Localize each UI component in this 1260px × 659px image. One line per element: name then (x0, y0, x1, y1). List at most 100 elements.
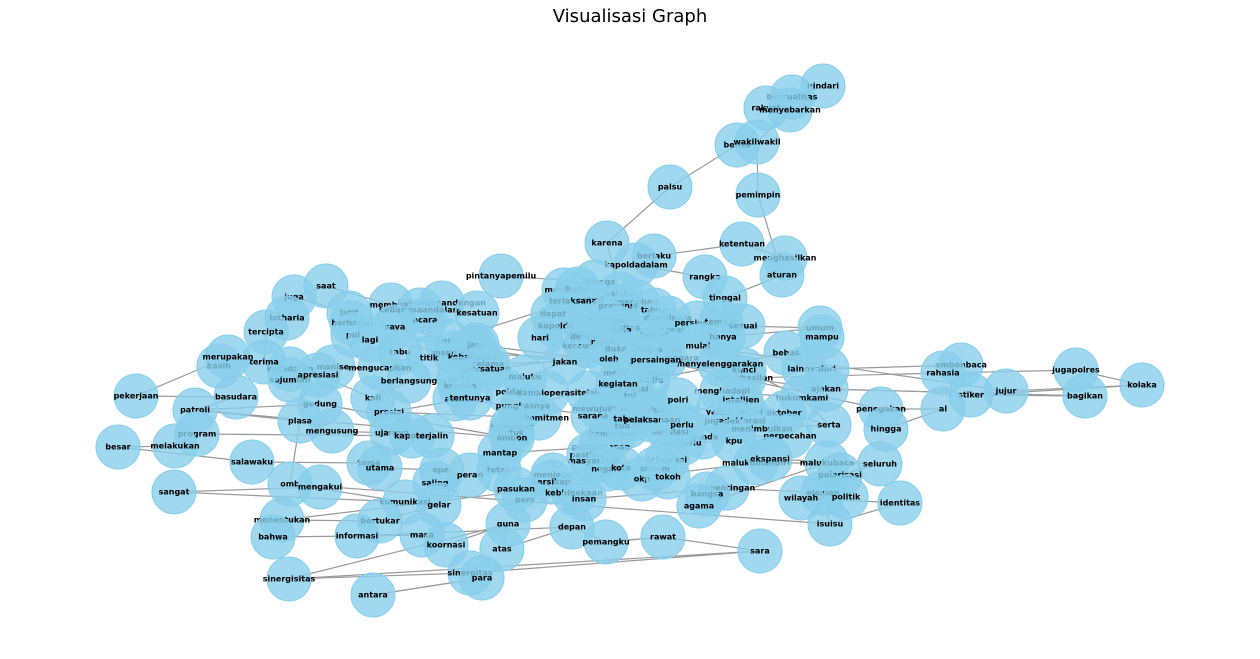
node-circle (334, 513, 380, 559)
node-label: omb (280, 480, 300, 489)
node-label: ketentuan (719, 240, 765, 249)
graph-node: salawaku (229, 439, 275, 485)
node-circle (767, 87, 813, 133)
node-label: al (939, 405, 947, 414)
node-label: okp (634, 475, 651, 484)
node-circle (309, 408, 355, 454)
node-label: wakilwakil (733, 138, 780, 147)
node-label: saat (316, 282, 336, 291)
node-label: hingga (871, 425, 902, 434)
node-label: hindari (807, 82, 839, 91)
node-label: perlu (670, 421, 694, 430)
graph-node: merupakan (203, 334, 254, 380)
node-label: lainnya (788, 365, 821, 374)
node-circle (583, 519, 629, 565)
node-label: sinergisitas (263, 575, 316, 584)
graph-node: mengusung (306, 408, 359, 454)
graph-node: pemangku (582, 519, 630, 565)
node-label: polarisasi (818, 471, 862, 480)
node-label: palsu (658, 183, 683, 192)
node-circle (747, 436, 793, 482)
node-circle (737, 528, 783, 574)
node-label: pemimpin (736, 191, 781, 200)
node-circle (676, 483, 722, 529)
node-label: masa (410, 531, 434, 540)
graph-node: para (459, 555, 505, 601)
node-circle (152, 423, 198, 469)
graph-node: antara (350, 572, 396, 618)
node-label: oktober (766, 409, 801, 418)
node-label: kesatuan (456, 309, 498, 318)
node-label: sesuai (729, 322, 758, 331)
node-label: program (178, 430, 217, 439)
node-label: saya (385, 323, 406, 332)
node-label: mengusung (306, 427, 359, 436)
node-label: pintanyapemilu (466, 272, 537, 281)
node-label: menimbulkan (731, 425, 792, 434)
node-label: sejumlah (270, 376, 311, 385)
graph-node: tentunya (447, 375, 493, 421)
node-label: gedung (303, 400, 337, 409)
node-label: kolaka (1127, 381, 1156, 390)
node-circle (151, 469, 197, 515)
node-label: tentunya (450, 394, 491, 403)
graph-node: isuisu (807, 501, 853, 547)
graph-node: pemimpin (735, 172, 781, 218)
node-label: maluku (508, 373, 541, 382)
node-circle (95, 424, 141, 470)
graph-node: bahwa (250, 514, 296, 560)
node-label: pekerjaan (114, 392, 159, 401)
graph-node: aturan (759, 252, 805, 298)
node-label: kunci (732, 366, 756, 375)
node-label: bahwa (258, 533, 288, 542)
node-circle (447, 375, 493, 421)
graph-node: sara (737, 528, 783, 574)
graph-node: palsu (647, 164, 693, 210)
node-label: basudara (215, 393, 257, 402)
node-label: guna (497, 520, 520, 529)
node-label: menyelenggarakan (677, 360, 764, 369)
node-label: mantap (483, 449, 518, 458)
node-label: berlangsung (381, 377, 438, 386)
node-label: besar (105, 443, 130, 452)
node-label: mengakui (298, 483, 343, 492)
graph-node: besar (95, 424, 141, 470)
node-label: tinggal (709, 294, 741, 303)
node-circle (645, 454, 691, 500)
node-label: rawat (650, 533, 676, 542)
node-label: insan (572, 495, 597, 504)
node-label: antara (358, 591, 388, 600)
graph-node: ketentuan (719, 221, 765, 267)
graph-node: melakukan (150, 423, 200, 469)
node-label: pelaksanaan (624, 416, 681, 425)
graph-node: agama (676, 483, 722, 529)
node-label: kegiatan (598, 380, 638, 389)
graph-edge (288, 523, 509, 580)
node-label: bebas (772, 349, 799, 358)
graph-node: informasi (334, 513, 380, 559)
graph-node: terima (241, 339, 287, 385)
node-circle (250, 514, 296, 560)
graph-node: wakilwakil (733, 119, 781, 165)
node-label: elemen (806, 489, 839, 498)
node-label: salawaku (231, 458, 273, 467)
node-label: tokoh (655, 473, 681, 482)
node-label: para (472, 574, 492, 583)
node-label: agama (684, 502, 714, 511)
node-label: wilayah (784, 494, 819, 503)
node-label: titik (420, 354, 439, 363)
node-circle (778, 475, 824, 521)
node-circle (640, 514, 686, 560)
node-label: sangat (159, 488, 190, 497)
node-label: bersikap (531, 478, 570, 487)
node-label: seluruh (863, 460, 897, 469)
node-label: stiker (958, 391, 984, 400)
graph-node: rawat (640, 514, 686, 560)
node-label: pemangku (582, 538, 630, 547)
node-circle (719, 221, 765, 267)
node-circle (1119, 362, 1165, 408)
node-label: terjalin (416, 432, 449, 441)
node-circle (633, 337, 679, 383)
node-label: lagi (362, 336, 379, 345)
